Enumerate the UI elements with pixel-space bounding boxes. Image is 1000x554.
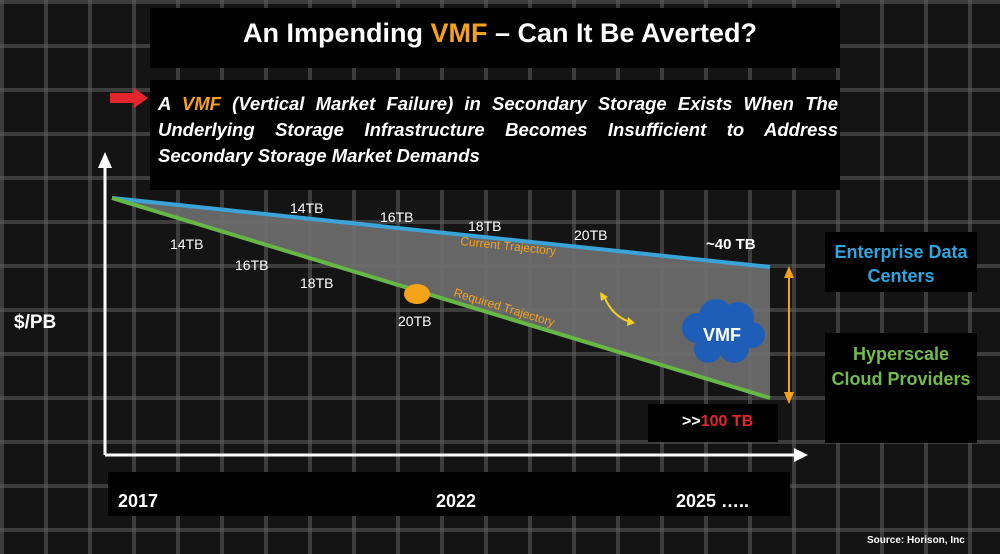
- enterprise-label: Enterprise Data Centers: [834, 242, 968, 286]
- double-arrow-icon: [784, 266, 794, 404]
- lower-end-label: >>100 TB: [682, 413, 754, 430]
- current-trajectory-line: [111, 196, 771, 269]
- curved-arrow-icon: [600, 292, 635, 326]
- enterprise-panel: [825, 232, 977, 292]
- yellow-dot-icon: [404, 284, 430, 304]
- upper-label-14tb: 14TB: [290, 200, 323, 216]
- hyperscale-panel: [825, 333, 977, 443]
- x-axis-arrowhead: [794, 448, 808, 462]
- x-tick-2025: 2025 …..: [676, 491, 750, 511]
- vmf-cloud-label: VMF: [703, 325, 741, 345]
- lower-label-20tb: 20TB: [398, 313, 431, 329]
- required-trajectory-line: [111, 196, 771, 400]
- x-axis-panel: [108, 472, 790, 516]
- upper-label-18tb: 18TB: [468, 218, 501, 234]
- hyperscale-label: Hyperscale Cloud Providers: [831, 344, 971, 389]
- x-tick-2022: 2022: [436, 491, 477, 511]
- vmf-cloud-icon: VMF: [682, 299, 765, 363]
- y-axis-label: $/PB: [14, 312, 57, 333]
- y-axis-arrowhead: [98, 152, 112, 168]
- lower-label-16tb: 16TB: [235, 257, 268, 273]
- lower-label-14tb: 14TB: [170, 236, 203, 252]
- vmf-definition: A VMF (Vertical Market Failure) in Secon…: [158, 93, 838, 166]
- description-panel: [150, 80, 840, 190]
- title-panel: [150, 8, 840, 68]
- source-credit: Source: Horison, Inc: [867, 535, 965, 546]
- red-arrow-icon: [110, 88, 148, 108]
- upper-label-20tb: 20TB: [574, 227, 607, 243]
- lower-label-18tb: 18TB: [300, 275, 333, 291]
- lower-end-panel: [648, 404, 778, 442]
- page-title: An Impending VMF – Can It Be Averted?: [242, 18, 758, 48]
- upper-end-label: ~40 TB: [706, 236, 756, 253]
- x-tick-2017: 2017: [118, 491, 159, 511]
- upper-label-16tb: 16TB: [380, 209, 413, 225]
